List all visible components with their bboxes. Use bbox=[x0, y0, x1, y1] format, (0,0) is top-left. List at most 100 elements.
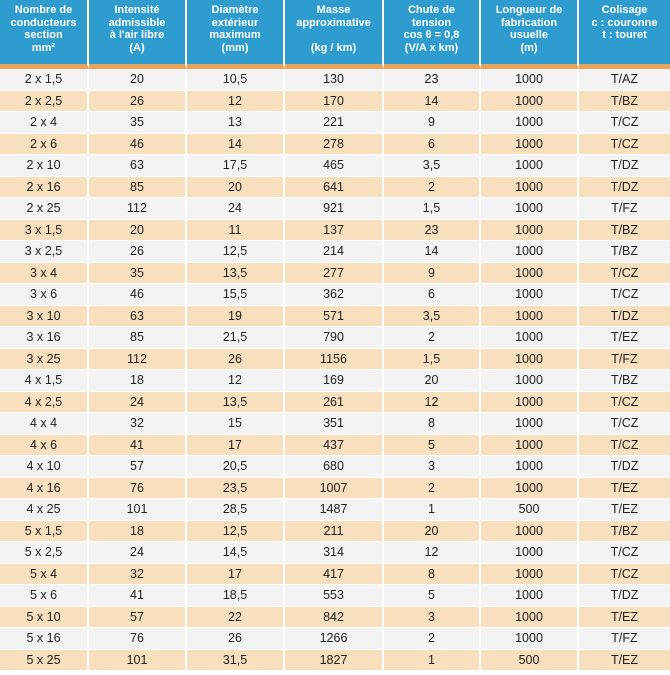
diameter-cell: 13,5 bbox=[187, 391, 285, 413]
section-cell: 2 x 6 bbox=[0, 133, 89, 155]
header-line: c : couronne bbox=[591, 16, 658, 29]
table-row: 2 x 2,5 26 12 170 14 1000 T/BZ bbox=[0, 90, 670, 112]
table-row: 5 x 25 101 31,5 1827 1 500 T/EZ bbox=[0, 649, 670, 671]
header-line: (A) bbox=[129, 41, 145, 54]
packaging-cell: T/FZ bbox=[579, 628, 670, 650]
section-cell: 4 x 25 bbox=[0, 499, 89, 521]
voltage-drop-cell: 1,5 bbox=[384, 198, 481, 220]
length-cell: 1000 bbox=[481, 391, 579, 413]
length-cell: 500 bbox=[481, 649, 579, 671]
header-outer-diameter: Diamètre extérieur maximum (mm) bbox=[187, 0, 285, 69]
header-packaging: Colisage c : couronne t : touret bbox=[579, 0, 670, 69]
intensity-cell: 18 bbox=[89, 370, 187, 392]
diameter-cell: 31,5 bbox=[187, 649, 285, 671]
intensity-cell: 101 bbox=[89, 499, 187, 521]
intensity-cell: 35 bbox=[89, 262, 187, 284]
packaging-cell: T/AZ bbox=[579, 69, 670, 91]
mass-cell: 137 bbox=[285, 219, 384, 241]
section-cell: 5 x 1,5 bbox=[0, 520, 89, 542]
intensity-cell: 112 bbox=[89, 348, 187, 370]
table-row: 2 x 4 35 13 221 9 1000 T/CZ bbox=[0, 112, 670, 134]
section-cell: 5 x 25 bbox=[0, 649, 89, 671]
intensity-cell: 57 bbox=[89, 456, 187, 478]
length-cell: 1000 bbox=[481, 69, 579, 91]
section-cell: 2 x 1,5 bbox=[0, 69, 89, 91]
diameter-cell: 10,5 bbox=[187, 69, 285, 91]
header-line: à l'air libre bbox=[109, 29, 165, 41]
intensity-cell: 46 bbox=[89, 133, 187, 155]
mass-cell: 362 bbox=[285, 284, 384, 306]
table-row: 2 x 10 63 17,5 465 3,5 1000 T/DZ bbox=[0, 155, 670, 177]
table-row: 2 x 6 46 14 278 6 1000 T/CZ bbox=[0, 133, 670, 155]
intensity-cell: 76 bbox=[89, 477, 187, 499]
voltage-drop-cell: 2 bbox=[384, 327, 481, 349]
packaging-cell: T/FZ bbox=[579, 348, 670, 370]
length-cell: 1000 bbox=[481, 176, 579, 198]
mass-cell: 211 bbox=[285, 520, 384, 542]
section-cell: 3 x 25 bbox=[0, 348, 89, 370]
voltage-drop-cell: 5 bbox=[384, 585, 481, 607]
header-line: (kg / km) bbox=[310, 41, 357, 54]
diameter-cell: 13 bbox=[187, 112, 285, 134]
table-row: 3 x 1,5 20 11 137 23 1000 T/BZ bbox=[0, 219, 670, 241]
header-line: (mm) bbox=[221, 41, 249, 54]
header-line bbox=[288, 29, 379, 42]
length-cell: 500 bbox=[481, 499, 579, 521]
diameter-cell: 14 bbox=[187, 133, 285, 155]
mass-cell: 1007 bbox=[285, 477, 384, 499]
section-cell: 3 x 10 bbox=[0, 305, 89, 327]
mass-cell: 170 bbox=[285, 90, 384, 112]
intensity-cell: 20 bbox=[89, 219, 187, 241]
header-line: usuelle bbox=[510, 29, 548, 41]
diameter-cell: 19 bbox=[187, 305, 285, 327]
diameter-cell: 21,5 bbox=[187, 327, 285, 349]
voltage-drop-cell: 20 bbox=[384, 520, 481, 542]
table-row: 3 x 2,5 26 12,5 214 14 1000 T/BZ bbox=[0, 241, 670, 263]
mass-cell: 169 bbox=[285, 370, 384, 392]
diameter-cell: 15 bbox=[187, 413, 285, 435]
section-cell: 5 x 2,5 bbox=[0, 542, 89, 564]
mass-cell: 130 bbox=[285, 69, 384, 91]
header-line: conducteurs bbox=[10, 16, 77, 29]
diameter-cell: 20 bbox=[187, 176, 285, 198]
voltage-drop-cell: 23 bbox=[384, 219, 481, 241]
table-body: 2 x 1,5 20 10,5 130 23 1000 T/AZ 2 x 2,5 26 12 170… bbox=[0, 69, 670, 671]
header-line: (V/A x km) bbox=[404, 41, 459, 54]
packaging-cell: T/BZ bbox=[579, 219, 670, 241]
header-line: maximum bbox=[209, 29, 261, 41]
mass-cell: 417 bbox=[285, 563, 384, 585]
diameter-cell: 12,5 bbox=[187, 520, 285, 542]
packaging-cell: T/EZ bbox=[579, 606, 670, 628]
table-row: 4 x 2,5 24 13,5 261 12 1000 T/CZ bbox=[0, 391, 670, 413]
length-cell: 1000 bbox=[481, 284, 579, 306]
diameter-cell: 15,5 bbox=[187, 284, 285, 306]
packaging-cell: T/CZ bbox=[579, 262, 670, 284]
voltage-drop-cell: 9 bbox=[384, 262, 481, 284]
header-row: Nombre de conducteurs section mm² Intensité a… bbox=[0, 0, 670, 69]
packaging-cell: T/CZ bbox=[579, 563, 670, 585]
section-cell: 3 x 1,5 bbox=[0, 219, 89, 241]
voltage-drop-cell: 8 bbox=[384, 413, 481, 435]
table-row: 3 x 10 63 19 571 3,5 1000 T/DZ bbox=[0, 305, 670, 327]
diameter-cell: 17,5 bbox=[187, 155, 285, 177]
table-row: 4 x 1,5 18 12 169 20 1000 T/BZ bbox=[0, 370, 670, 392]
voltage-drop-cell: 1,5 bbox=[384, 348, 481, 370]
mass-cell: 465 bbox=[285, 155, 384, 177]
section-cell: 2 x 10 bbox=[0, 155, 89, 177]
intensity-cell: 46 bbox=[89, 284, 187, 306]
header-line: extérieur bbox=[211, 16, 259, 29]
intensity-cell: 32 bbox=[89, 563, 187, 585]
voltage-drop-cell: 3,5 bbox=[384, 305, 481, 327]
packaging-cell: T/FZ bbox=[579, 198, 670, 220]
header-line: fabrication bbox=[500, 16, 558, 29]
section-cell: 2 x 25 bbox=[0, 198, 89, 220]
intensity-cell: 26 bbox=[89, 90, 187, 112]
diameter-cell: 24 bbox=[187, 198, 285, 220]
mass-cell: 437 bbox=[285, 434, 384, 456]
header-line: approximative bbox=[296, 16, 371, 29]
length-cell: 1000 bbox=[481, 219, 579, 241]
intensity-cell: 18 bbox=[89, 520, 187, 542]
length-cell: 1000 bbox=[481, 434, 579, 456]
length-cell: 1000 bbox=[481, 542, 579, 564]
length-cell: 1000 bbox=[481, 413, 579, 435]
